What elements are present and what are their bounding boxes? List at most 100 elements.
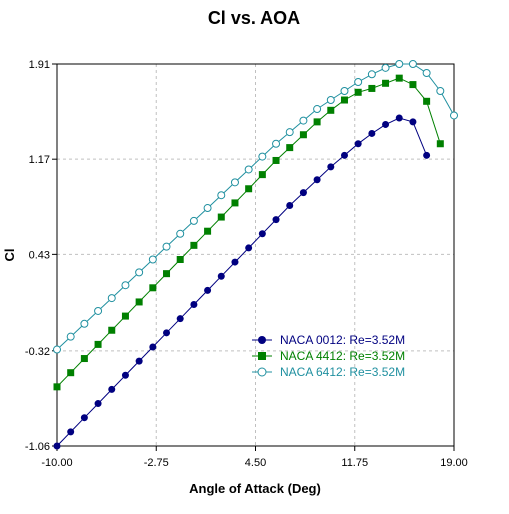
data-point [108, 326, 116, 334]
data-point [409, 118, 417, 126]
y-tick-label: -0.32 [25, 346, 50, 358]
y-tick-label: 1.17 [29, 154, 50, 166]
series-1 [53, 114, 431, 450]
data-point [80, 355, 88, 363]
x-tick-label: 19.00 [440, 457, 468, 469]
data-point [149, 284, 157, 292]
data-point [326, 96, 335, 105]
axis-ticks: -10.00 -2.75 4.50 11.75 19.00 -1.06 -0.32 0.43 1… [25, 59, 468, 469]
data-point [354, 140, 362, 148]
data-point [382, 79, 390, 87]
data-point [121, 281, 130, 290]
data-point [368, 84, 376, 92]
data-point [107, 294, 116, 303]
data-point [148, 255, 157, 264]
data-point [272, 156, 280, 164]
y-tick-label: 1.91 [29, 59, 50, 71]
data-point [272, 139, 281, 148]
data-point [67, 369, 75, 377]
data-point [408, 60, 417, 68]
data-point [395, 60, 404, 68]
data-point [313, 176, 321, 184]
data-point [340, 151, 348, 159]
data-point [368, 129, 376, 137]
data-point [67, 428, 75, 436]
data-point [190, 301, 198, 309]
data-point [204, 227, 212, 235]
legend-marker [258, 352, 266, 360]
data-point [230, 178, 239, 187]
data-point [203, 204, 212, 213]
legend-marker [258, 336, 266, 344]
legend-label: NACA 6412: Re=3.52M [280, 365, 405, 379]
data-point [422, 69, 431, 78]
data-point [272, 216, 280, 224]
data-point [354, 88, 362, 96]
data-point [217, 213, 225, 221]
data-point [149, 343, 157, 351]
data-point [162, 242, 171, 251]
data-point [94, 306, 103, 315]
data-point [340, 96, 348, 104]
data-point [436, 87, 445, 96]
series-3 [53, 60, 458, 354]
x-tick-label: -2.75 [144, 457, 169, 469]
data-point [231, 199, 239, 207]
data-point [286, 201, 294, 209]
x-tick-label: -10.00 [41, 457, 72, 469]
data-point [381, 63, 390, 72]
legend: NACA 0012: Re=3.52M NACA 4412: Re=3.52M NA… [252, 333, 405, 379]
legend-item: NACA 0012: Re=3.52M [252, 333, 405, 347]
data-point [382, 120, 390, 128]
data-point [285, 128, 294, 137]
data-point [354, 78, 363, 87]
data-point [163, 270, 171, 278]
data-point [94, 340, 102, 348]
data-point [245, 244, 253, 252]
y-axis-label: Cl [2, 249, 17, 262]
data-point [108, 385, 116, 393]
data-point [409, 81, 417, 89]
data-point [245, 185, 253, 193]
data-point [189, 216, 198, 225]
data-point [190, 241, 198, 249]
data-point [121, 312, 129, 320]
data-point [367, 70, 376, 79]
data-point [66, 332, 75, 341]
data-point [340, 87, 349, 96]
data-point [327, 163, 335, 171]
legend-label: NACA 4412: Re=3.52M [280, 349, 405, 363]
data-point [135, 357, 143, 365]
data-point [244, 165, 253, 174]
chart-title: Cl vs. AOA [208, 8, 300, 28]
legend-item: NACA 4412: Re=3.52M [252, 349, 405, 363]
data-point [258, 152, 267, 161]
x-tick-label: 11.75 [341, 457, 368, 469]
y-tick-label: -1.06 [25, 441, 50, 453]
data-point [395, 114, 403, 122]
series-line [56, 117, 428, 447]
data-point [53, 345, 61, 354]
data-point [258, 171, 266, 179]
data-point [176, 256, 184, 264]
y-tick-label: 0.43 [29, 249, 50, 261]
legend-item: NACA 6412: Re=3.52M [252, 365, 405, 379]
data-point [176, 229, 185, 238]
data-point [80, 414, 88, 422]
data-point [423, 97, 431, 105]
data-point [450, 111, 458, 120]
data-point [121, 371, 129, 379]
data-point [217, 272, 225, 280]
data-point [163, 329, 171, 337]
data-point [53, 442, 61, 450]
data-point [135, 298, 143, 306]
data-point [423, 151, 431, 159]
data-point [395, 74, 403, 82]
legend-label: NACA 0012: Re=3.52M [280, 333, 405, 347]
series-group [53, 60, 458, 450]
data-point [204, 286, 212, 294]
legend-marker [257, 367, 267, 377]
data-point [299, 116, 308, 125]
